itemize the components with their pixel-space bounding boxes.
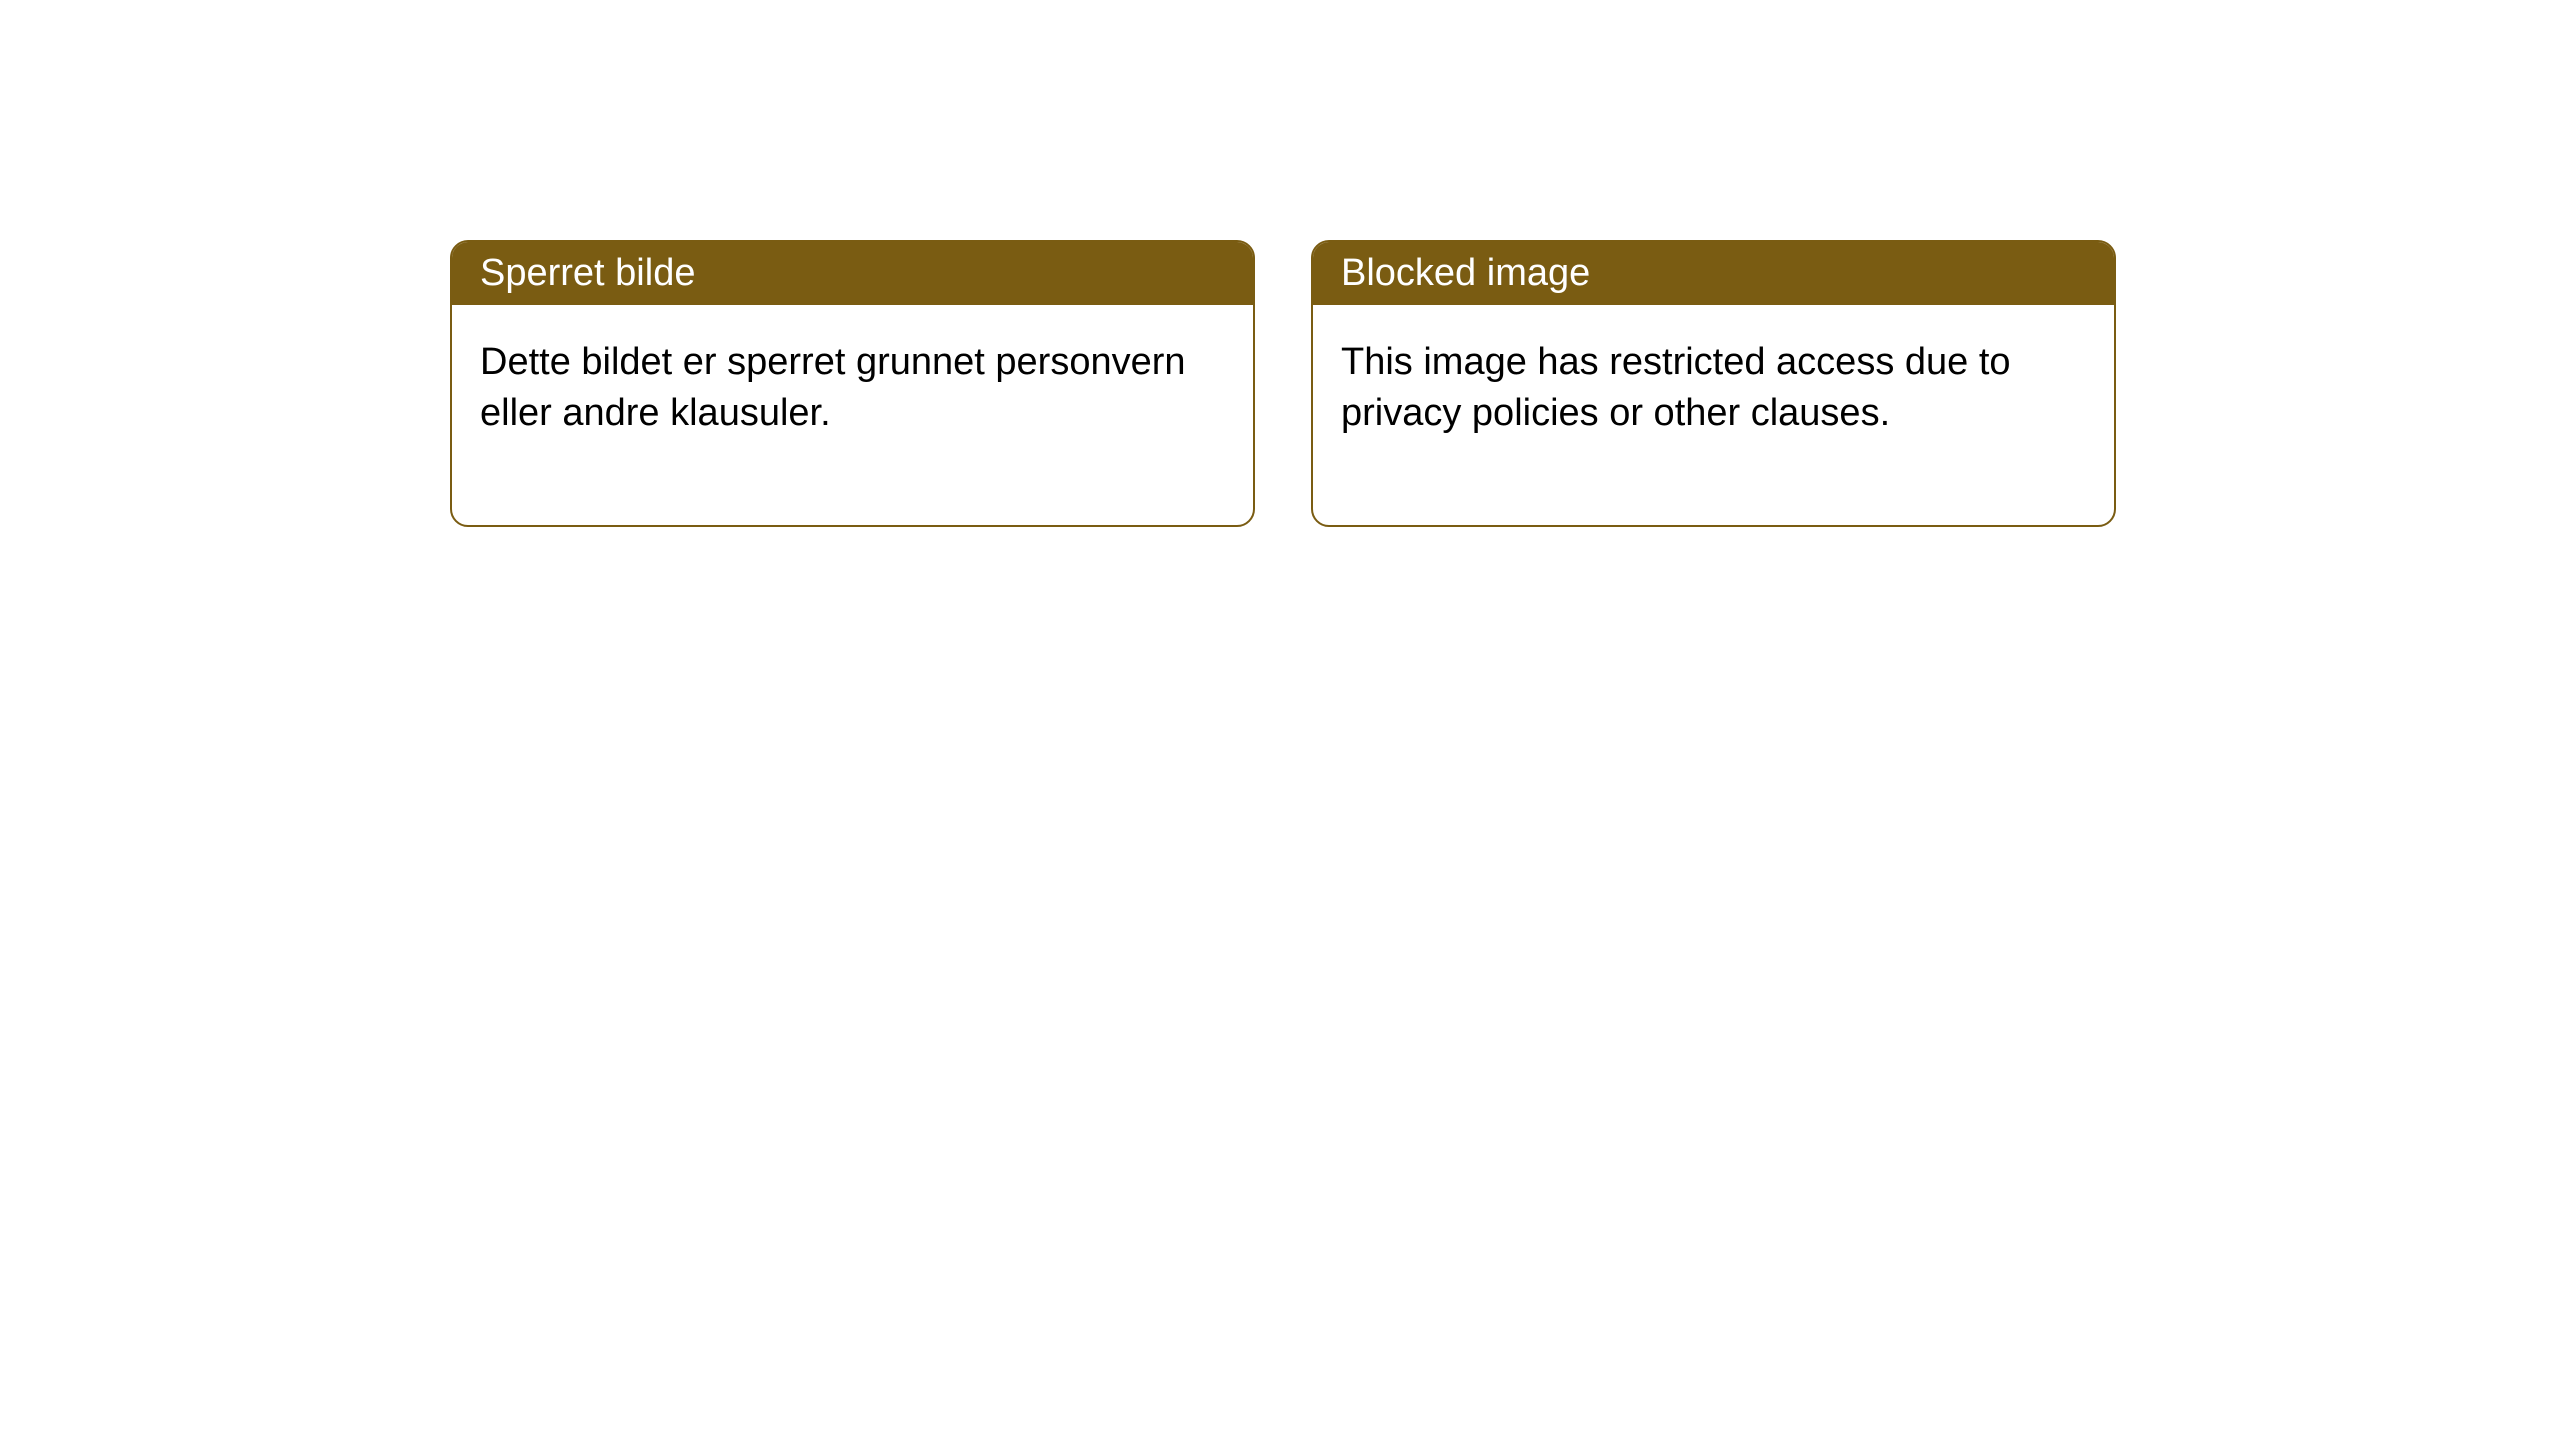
notice-container: Sperret bilde Dette bildet er sperret gr… bbox=[0, 0, 2560, 527]
notice-body-norwegian: Dette bildet er sperret grunnet personve… bbox=[452, 305, 1253, 525]
notice-body-english: This image has restricted access due to … bbox=[1313, 305, 2114, 525]
notice-card-english: Blocked image This image has restricted … bbox=[1311, 240, 2116, 527]
notice-card-norwegian: Sperret bilde Dette bildet er sperret gr… bbox=[450, 240, 1255, 527]
notice-header-norwegian: Sperret bilde bbox=[452, 242, 1253, 305]
notice-header-english: Blocked image bbox=[1313, 242, 2114, 305]
